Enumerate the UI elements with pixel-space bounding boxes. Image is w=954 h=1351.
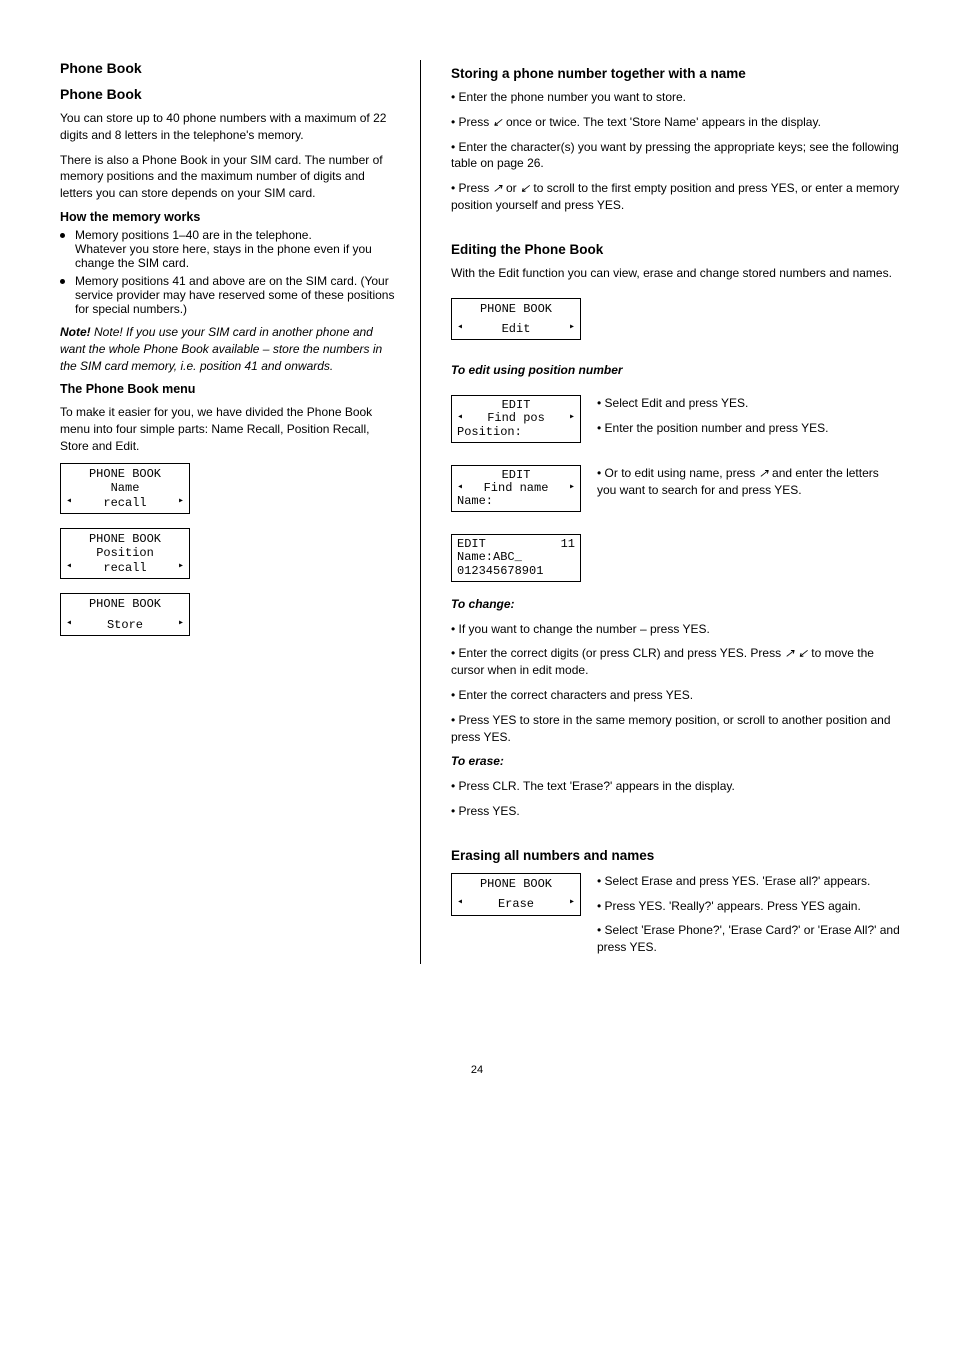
- bullet-icon: [60, 279, 65, 284]
- lcd-line: Store: [107, 618, 143, 632]
- down-key-icon: ↙: [798, 646, 808, 660]
- right-column: Storing a phone number together with a n…: [420, 60, 900, 964]
- edit-step-1: • Select Edit and press YES.: [597, 395, 900, 412]
- eraseall-step-1: • Select Erase and press YES. 'Erase all…: [597, 873, 900, 890]
- change-step-1: • If you want to change the number – pre…: [451, 621, 900, 638]
- lcd-store: PHONE BOOK ◂ Store ▸: [60, 593, 190, 636]
- erase-title: To erase:: [451, 753, 900, 770]
- phonebook-menu-para: To make it easier for you, we have divid…: [60, 404, 400, 454]
- change-step-3: • Enter the correct characters and press…: [451, 687, 900, 704]
- arrow-left-icon: ◂: [66, 561, 72, 575]
- lcd-line: recall: [103, 561, 146, 575]
- arrow-right-icon: ▸: [569, 322, 575, 336]
- left-column: Phone Book Phone Book You can store up t…: [60, 60, 420, 964]
- memory-b2: Memory positions 41 and above are on the…: [75, 274, 400, 316]
- arrow-left-icon: ◂: [66, 496, 72, 510]
- bullet-icon: [60, 233, 65, 238]
- erase-step-1: • Press CLR. The text 'Erase?' appears i…: [451, 778, 900, 795]
- change-step-4: • Press YES to store in the same memory …: [451, 712, 900, 746]
- change-title: To change:: [451, 596, 900, 613]
- lcd-line: PHONE BOOK: [66, 532, 184, 546]
- note-paragraph: Note! Note! If you use your SIM card in …: [60, 324, 400, 374]
- up-key-icon: ↗: [493, 181, 503, 195]
- eraseall-step-2: • Press YES. 'Really?' appears. Press YE…: [597, 898, 900, 915]
- lcd-line: Edit: [502, 322, 531, 336]
- arrow-right-icon: ▸: [178, 618, 184, 632]
- arrow-right-icon: ▸: [569, 897, 575, 911]
- up-key-icon: ↗: [784, 646, 794, 660]
- phonebook-menu-title: The Phone Book menu: [60, 382, 400, 396]
- lcd-line: Name: [66, 481, 184, 495]
- store-step-2: • Press ↙ once or twice. The text 'Store…: [451, 114, 900, 131]
- up-key-icon: ↗: [759, 466, 769, 480]
- arrow-right-icon: ▸: [569, 482, 575, 495]
- eraseall-step-3: • Select 'Erase Phone?', 'Erase Card?' o…: [597, 922, 900, 956]
- lcd-line: PHONE BOOK: [66, 597, 184, 611]
- intro-paragraph-2: There is also a Phone Book in your SIM c…: [60, 152, 400, 202]
- arrow-right-icon: ▸: [178, 561, 184, 575]
- arrow-left-icon: ◂: [457, 412, 463, 425]
- memory-b1-b: Whatever you store here, stays in the ph…: [75, 242, 372, 270]
- memory-bullet-1: Memory positions 1–40 are in the telepho…: [60, 228, 400, 270]
- arrow-right-icon: ▸: [569, 412, 575, 425]
- edit-intro: With the Edit function you can view, era…: [451, 265, 900, 282]
- edit-step-3: • Or to edit using name, press ↗ and ent…: [597, 465, 900, 499]
- down-key-icon: ↙: [493, 115, 503, 129]
- lcd-line: 11: [561, 538, 575, 551]
- lcd-erase: PHONE BOOK ◂ Erase ▸: [451, 873, 581, 916]
- arrow-left-icon: ◂: [457, 897, 463, 911]
- memory-b1-a: Memory positions 1–40 are in the telepho…: [75, 228, 312, 242]
- lcd-line: EDIT: [457, 469, 575, 482]
- store-heading: Storing a phone number together with a n…: [451, 66, 900, 81]
- lcd-line: Name:ABC_: [457, 551, 575, 564]
- erase-all-heading: Erasing all numbers and names: [451, 848, 900, 863]
- lcd-line: Find name: [484, 482, 549, 495]
- lcd-find-pos: EDIT ◂ Find pos ▸ Position:: [451, 395, 581, 443]
- lcd-line: recall: [103, 496, 146, 510]
- lcd-line: Name:: [457, 495, 575, 508]
- edit-step-2: • Enter the position number and press YE…: [597, 420, 900, 437]
- down-key-icon: ↙: [520, 181, 530, 195]
- lcd-find-name: EDIT ◂ Find name ▸ Name:: [451, 465, 581, 513]
- lcd-line: 012345678901: [457, 565, 575, 578]
- arrow-right-icon: ▸: [178, 496, 184, 510]
- lcd-position-recall: PHONE BOOK Position ◂ recall ▸: [60, 528, 190, 579]
- arrow-left-icon: ◂: [66, 618, 72, 632]
- arrow-left-icon: ◂: [457, 322, 463, 336]
- edit-sub1: To edit using position number: [451, 362, 900, 379]
- page-number: 24: [0, 1064, 954, 1076]
- lcd-line: PHONE BOOK: [66, 467, 184, 481]
- store-step-3: • Enter the character(s) you want by pre…: [451, 139, 900, 173]
- lcd-name-recall: PHONE BOOK Name ◂ recall ▸: [60, 463, 190, 514]
- intro-paragraph-1: You can store up to 40 phone numbers wit…: [60, 110, 400, 144]
- erase-step-2: • Press YES.: [451, 803, 900, 820]
- change-step-2: • Enter the correct digits (or press CLR…: [451, 645, 900, 679]
- store-step-4: • Press ↗ or ↙ to scroll to the first em…: [451, 180, 900, 214]
- lcd-line: Position: [66, 546, 184, 560]
- memory-works-title: How the memory works: [60, 210, 400, 224]
- lcd-edit: PHONE BOOK ◂ Edit ▸: [451, 298, 581, 341]
- lcd-line: PHONE BOOK: [457, 302, 575, 316]
- lcd-line: Erase: [498, 897, 534, 911]
- store-step-1: • Enter the phone number you want to sto…: [451, 89, 900, 106]
- phone-book-title: Phone Book: [60, 86, 400, 102]
- left-section-heading: Phone Book: [60, 60, 400, 76]
- note-text: Note! If you use your SIM card in anothe…: [60, 325, 382, 373]
- lcd-line: Find pos: [487, 412, 545, 425]
- edit-heading: Editing the Phone Book: [451, 242, 900, 257]
- memory-bullet-2: Memory positions 41 and above are on the…: [60, 274, 400, 316]
- lcd-line: PHONE BOOK: [457, 877, 575, 891]
- lcd-edit-entry: EDIT 11 Name:ABC_ 012345678901: [451, 534, 581, 582]
- lcd-line: Position:: [457, 426, 575, 439]
